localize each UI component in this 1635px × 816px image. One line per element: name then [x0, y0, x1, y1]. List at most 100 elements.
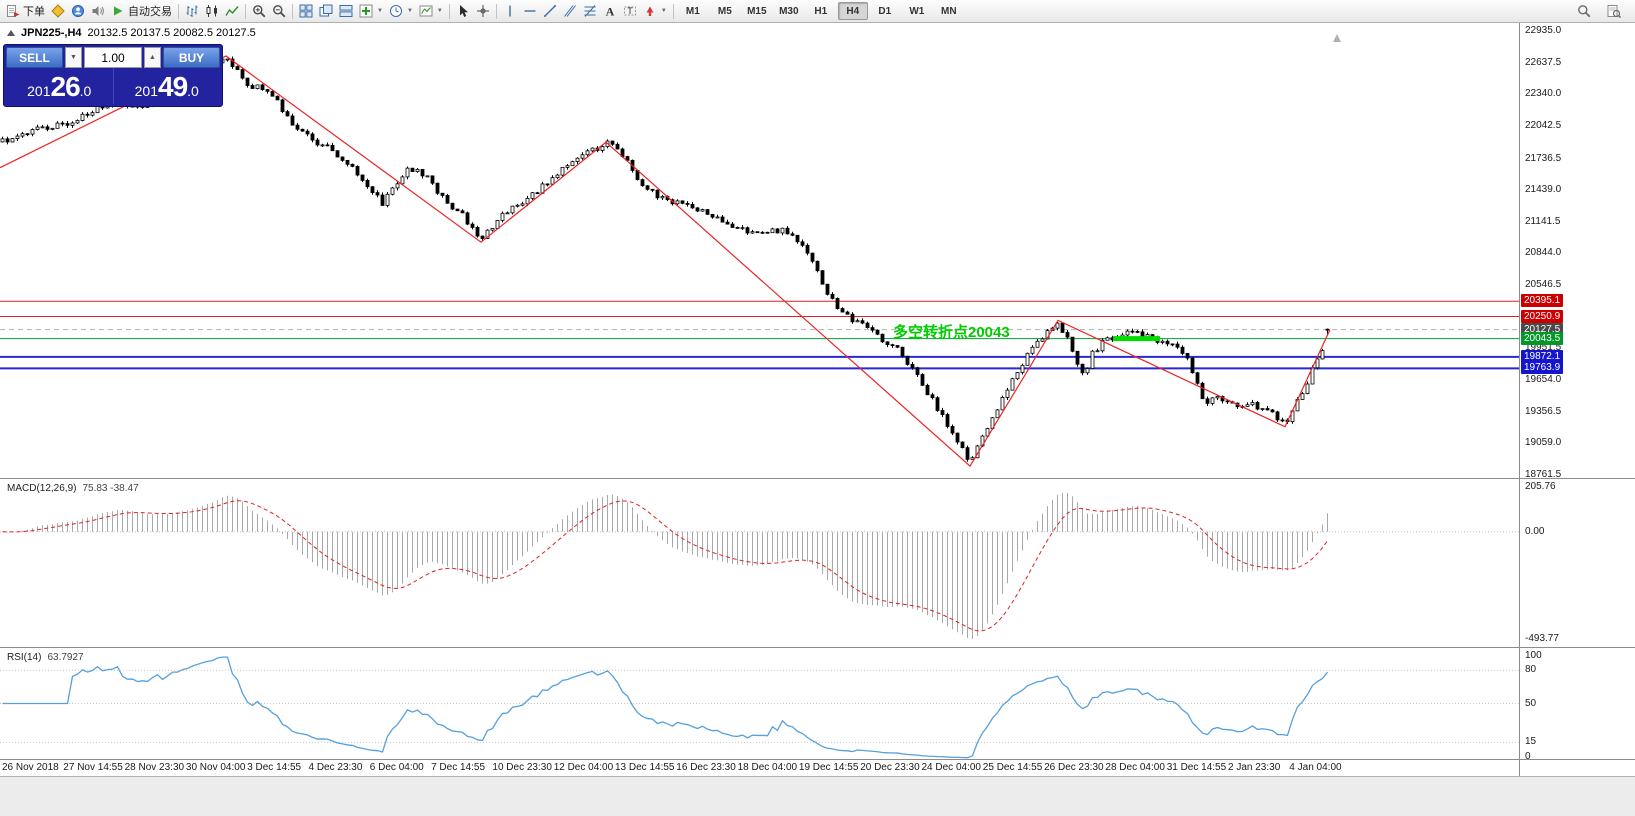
- cascade-windows-icon[interactable]: [316, 2, 336, 21]
- price-tick: 21439.0: [1525, 184, 1562, 196]
- line-chart-icon[interactable]: [222, 2, 242, 21]
- zoom-in-icon[interactable]: [249, 2, 269, 21]
- pane-separator: [0, 759, 1635, 760]
- price-axis[interactable]: 22935.0 22637.5 22340.0 22042.5 21736.5 21439…: [1519, 0, 1635, 776]
- rsi-value: 63.7927: [47, 652, 84, 663]
- channel-tool-icon[interactable]: [560, 2, 580, 21]
- time-axis-label: 26 Dec 23:30: [1044, 762, 1104, 773]
- buy-button[interactable]: BUY: [163, 47, 220, 68]
- timeframe-button-mn[interactable]: MN: [941, 5, 957, 17]
- indicators-button[interactable]: ▼: [356, 2, 386, 21]
- time-axis-label: 18 Dec 04:00: [737, 762, 798, 773]
- timeframe-button-m1[interactable]: M1: [685, 5, 700, 17]
- tile-windows-icon[interactable]: [296, 2, 316, 21]
- time-axis-label: 3 Dec 14:55: [247, 762, 302, 773]
- fibonacci-tool-icon[interactable]: [580, 2, 600, 21]
- time-axis-label: 13 Dec 14:55: [615, 762, 675, 773]
- profile-icon[interactable]: [68, 2, 88, 21]
- pane-separator[interactable]: [0, 478, 1635, 479]
- autotrading-play-icon: [111, 4, 125, 18]
- price-tick: 19059.0: [1525, 437, 1562, 449]
- macd-pane-canvas[interactable]: [0, 479, 1519, 647]
- chart-title: JPN225-,H4 20132.5 20137.5 20082.5 20127…: [7, 27, 256, 39]
- periods-button[interactable]: ▼: [386, 2, 416, 21]
- template-chart-icon: [419, 4, 433, 18]
- search-icon[interactable]: [1574, 2, 1594, 21]
- candlestick-chart-icon[interactable]: [202, 2, 222, 21]
- main-chart-canvas[interactable]: [0, 22, 1519, 478]
- autotrading-button[interactable]: 自动交易: [108, 2, 175, 21]
- metaeditor-icon[interactable]: [48, 2, 68, 21]
- buy-price-prefix: 201: [134, 83, 158, 100]
- time-axis-label: 26 Nov 2018: [2, 762, 59, 773]
- price-tick: 22935.0: [1525, 25, 1562, 36]
- trendline-tool-icon[interactable]: [540, 2, 560, 21]
- svg-text:A: A: [606, 5, 615, 19]
- timeframe-button-h1[interactable]: H1: [814, 5, 828, 17]
- new-order-button[interactable]: 下单: [3, 2, 48, 21]
- buy-price[interactable]: 201 49.0: [114, 68, 221, 104]
- timeframe-button-d1[interactable]: D1: [878, 5, 892, 17]
- timeframe-button-m30[interactable]: M30: [779, 5, 799, 17]
- price-tick: 100: [1525, 650, 1542, 661]
- ohlc-values: 20132.5 20137.5 20082.5 20127.5: [87, 27, 256, 39]
- one-click-collapse-icon[interactable]: [7, 30, 15, 36]
- price-tick: 21736.5: [1525, 152, 1562, 164]
- time-axis-label: 16 Dec 23:30: [676, 762, 736, 773]
- timeframe-button-m15[interactable]: M15: [747, 5, 767, 17]
- time-axis-label: 12 Dec 04:00: [553, 762, 614, 773]
- arrows-tool-button[interactable]: ▼: [640, 2, 670, 21]
- zoom-out-icon[interactable]: [269, 2, 289, 21]
- pane-separator[interactable]: [0, 647, 1635, 648]
- toolbar-separator: [178, 3, 179, 19]
- time-axis-label: 20 Dec 23:30: [860, 762, 920, 773]
- volume-increase-button[interactable]: ▲: [144, 47, 161, 68]
- tile-horizontal-icon[interactable]: [336, 2, 356, 21]
- arrow-shape-icon: [643, 4, 657, 18]
- toolbar-right-group: [1574, 2, 1635, 21]
- sell-price-fraction: .0: [79, 83, 92, 100]
- volume-input[interactable]: 1.00: [84, 47, 142, 68]
- time-axis-label: 4 Jan 04:00: [1289, 762, 1342, 773]
- price-line-tag: 20395.1: [1521, 294, 1564, 308]
- rsi-name: RSI(14): [7, 652, 42, 663]
- sell-button[interactable]: SELL: [6, 47, 63, 68]
- toolbar: 下单 自动交易 ▼ ▼ ▼ A T ▼ M1 M5 M15 M30 H1 H4 D1 W1: [0, 0, 1635, 23]
- rsi-pane-canvas[interactable]: [0, 648, 1519, 759]
- price-tick: 205.76: [1525, 481, 1556, 492]
- templates-button[interactable]: ▼: [416, 2, 446, 21]
- window-bottom-strip: [0, 776, 1635, 816]
- price-line-tag: 20043.5: [1521, 331, 1564, 345]
- price-tick: 20546.5: [1525, 279, 1562, 291]
- label-tool-icon[interactable]: T: [620, 2, 640, 21]
- rsi-indicator-label: RSI(14) 63.7927: [7, 652, 84, 663]
- time-axis[interactable]: 26 Nov 2018 27 Nov 14:55 28 Nov 23:30 30 No…: [0, 760, 1519, 776]
- price-tick: -493.77: [1525, 633, 1559, 644]
- price-tick: 19356.5: [1525, 405, 1562, 417]
- cursor-icon[interactable]: [453, 2, 473, 21]
- time-axis-label: 28 Nov 23:30: [124, 762, 185, 773]
- price-tick: 80: [1525, 664, 1537, 676]
- crosshair-icon[interactable]: [473, 2, 493, 21]
- time-axis-label: 31 Dec 14:55: [1166, 762, 1227, 773]
- time-axis-label: 25 Dec 14:55: [982, 762, 1043, 773]
- timeframe-button-h4[interactable]: H4: [837, 2, 868, 20]
- horizontal-line-tool-icon[interactable]: [520, 2, 540, 21]
- price-tick: 0.00: [1525, 525, 1545, 537]
- indicators-add-icon: [359, 4, 373, 18]
- price-tick: 0: [1525, 751, 1531, 762]
- vertical-line-tool-icon[interactable]: [500, 2, 520, 21]
- symbol-period-label: JPN225-,H4: [21, 27, 82, 39]
- alerts-icon[interactable]: [88, 2, 108, 21]
- sell-price[interactable]: 201 26.0: [6, 68, 113, 104]
- data-window-icon[interactable]: [1604, 2, 1624, 21]
- text-tool-icon[interactable]: A: [600, 2, 620, 21]
- timeframe-button-w1[interactable]: W1: [909, 5, 925, 17]
- volume-decrease-button[interactable]: ▼: [65, 47, 82, 68]
- timeframe-button-m5[interactable]: M5: [717, 5, 732, 17]
- price-line-tag: 19872.1: [1521, 349, 1564, 363]
- bar-chart-icon[interactable]: [182, 2, 202, 21]
- buy-price-fraction: .0: [187, 83, 199, 100]
- toolbar-separator: [448, 3, 450, 19]
- price-tick: 21141.5: [1525, 215, 1561, 227]
